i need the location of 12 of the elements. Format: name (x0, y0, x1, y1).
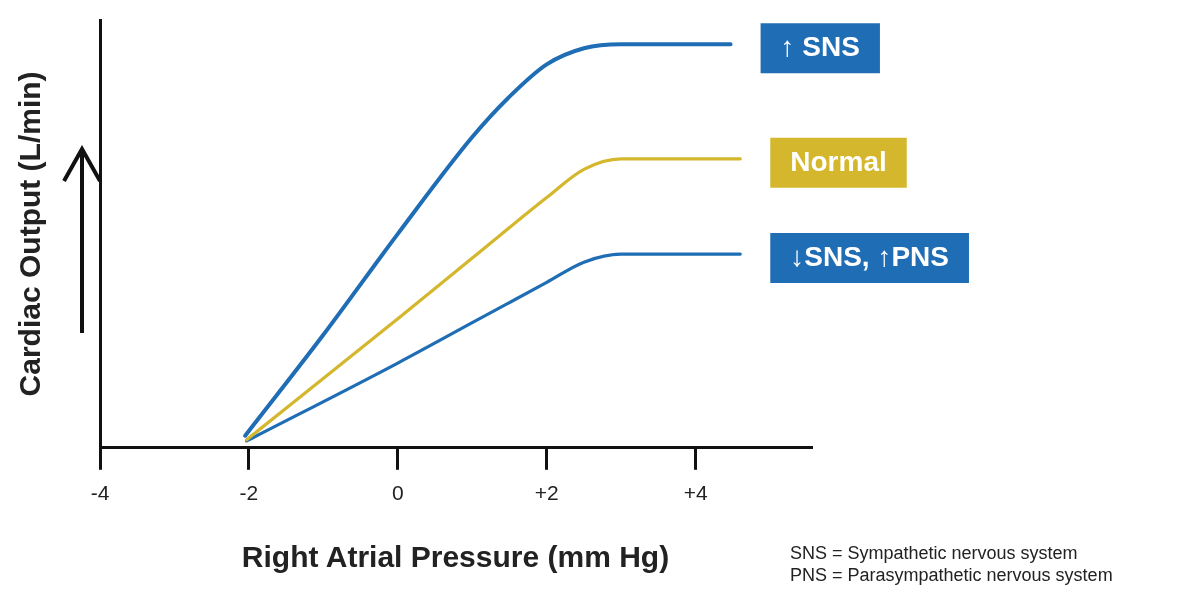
series-label: ↓SNS, ↑PNS (790, 240, 949, 272)
text: PNS = Parasympathetic nervous system (790, 564, 1113, 586)
x-tick-label: -2 (239, 481, 259, 505)
y-axis-title: Cardiac Output (L/min) (13, 71, 47, 397)
x-tick-label: 0 (391, 481, 404, 505)
text: SNS = Sympathetic nervous system (790, 542, 1079, 564)
series-label: Normal (790, 145, 887, 177)
x-tick-label: +2 (534, 481, 559, 505)
x-tick-label: +4 (683, 481, 708, 505)
series-label: ↑ SNS (780, 30, 860, 62)
x-axis-title: Right Atrial Pressure (mm Hg) (241, 540, 670, 574)
x-tick-label: -4 (90, 481, 110, 505)
